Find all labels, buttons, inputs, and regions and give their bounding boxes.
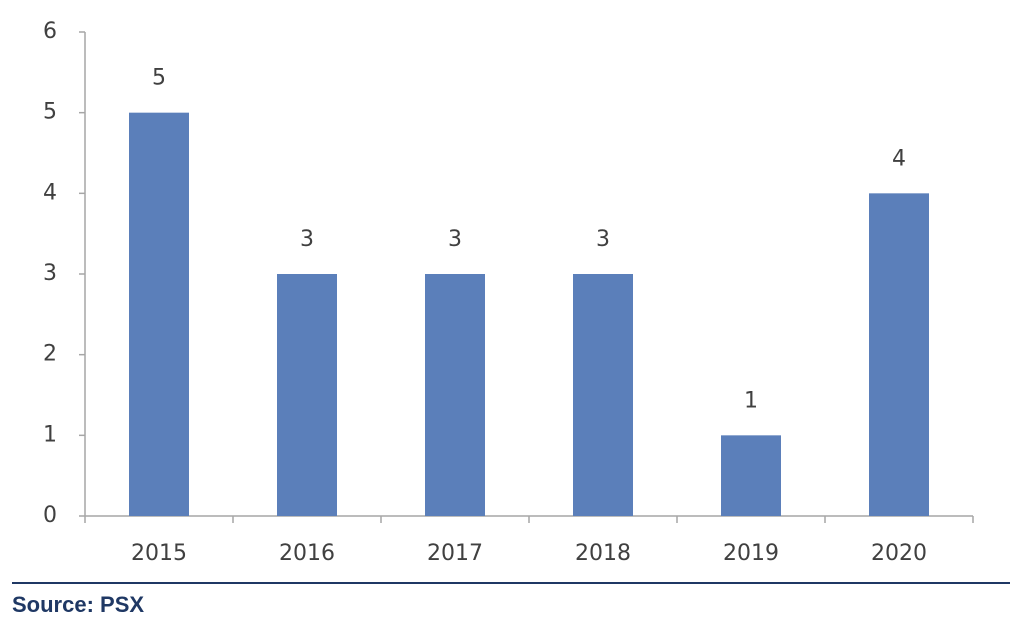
data-label: 3 [448, 227, 462, 252]
data-label: 5 [152, 66, 166, 91]
bar [129, 112, 189, 517]
data-label: 3 [596, 227, 610, 252]
x-tick-label: 2015 [131, 541, 187, 566]
y-tick-label: 1 [43, 422, 57, 447]
y-tick-label: 4 [43, 180, 57, 205]
data-label: 3 [300, 227, 314, 252]
data-label: 4 [892, 146, 906, 171]
source: Source: PSX [12, 592, 144, 617]
bar [721, 435, 781, 516]
y-tick-label: 6 [43, 19, 57, 44]
x-tick-label: 2018 [575, 541, 631, 566]
y-tick-label: 0 [43, 503, 57, 528]
x-tick-label: 2019 [723, 541, 779, 566]
y-tick-label: 2 [43, 342, 57, 367]
bar [573, 274, 633, 516]
x-tick-label: 2016 [279, 541, 335, 566]
bar [869, 193, 929, 517]
x-tick-label: 2017 [427, 541, 483, 566]
bar [425, 274, 485, 516]
data-label: 1 [744, 388, 758, 413]
y-tick-label: 3 [43, 261, 57, 286]
y-tick-label: 5 [43, 100, 57, 125]
bar [277, 274, 337, 516]
x-tick-label: 2020 [871, 541, 927, 566]
